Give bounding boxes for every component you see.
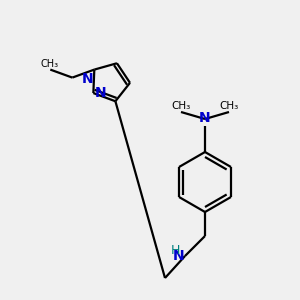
Text: N: N xyxy=(94,86,106,100)
Text: N: N xyxy=(82,72,93,86)
Text: H: H xyxy=(170,244,180,257)
Text: CH₃: CH₃ xyxy=(171,101,190,111)
Text: N: N xyxy=(172,249,184,263)
Text: CH₃: CH₃ xyxy=(40,58,58,69)
Text: CH₃: CH₃ xyxy=(219,101,238,111)
Text: N: N xyxy=(199,111,211,125)
